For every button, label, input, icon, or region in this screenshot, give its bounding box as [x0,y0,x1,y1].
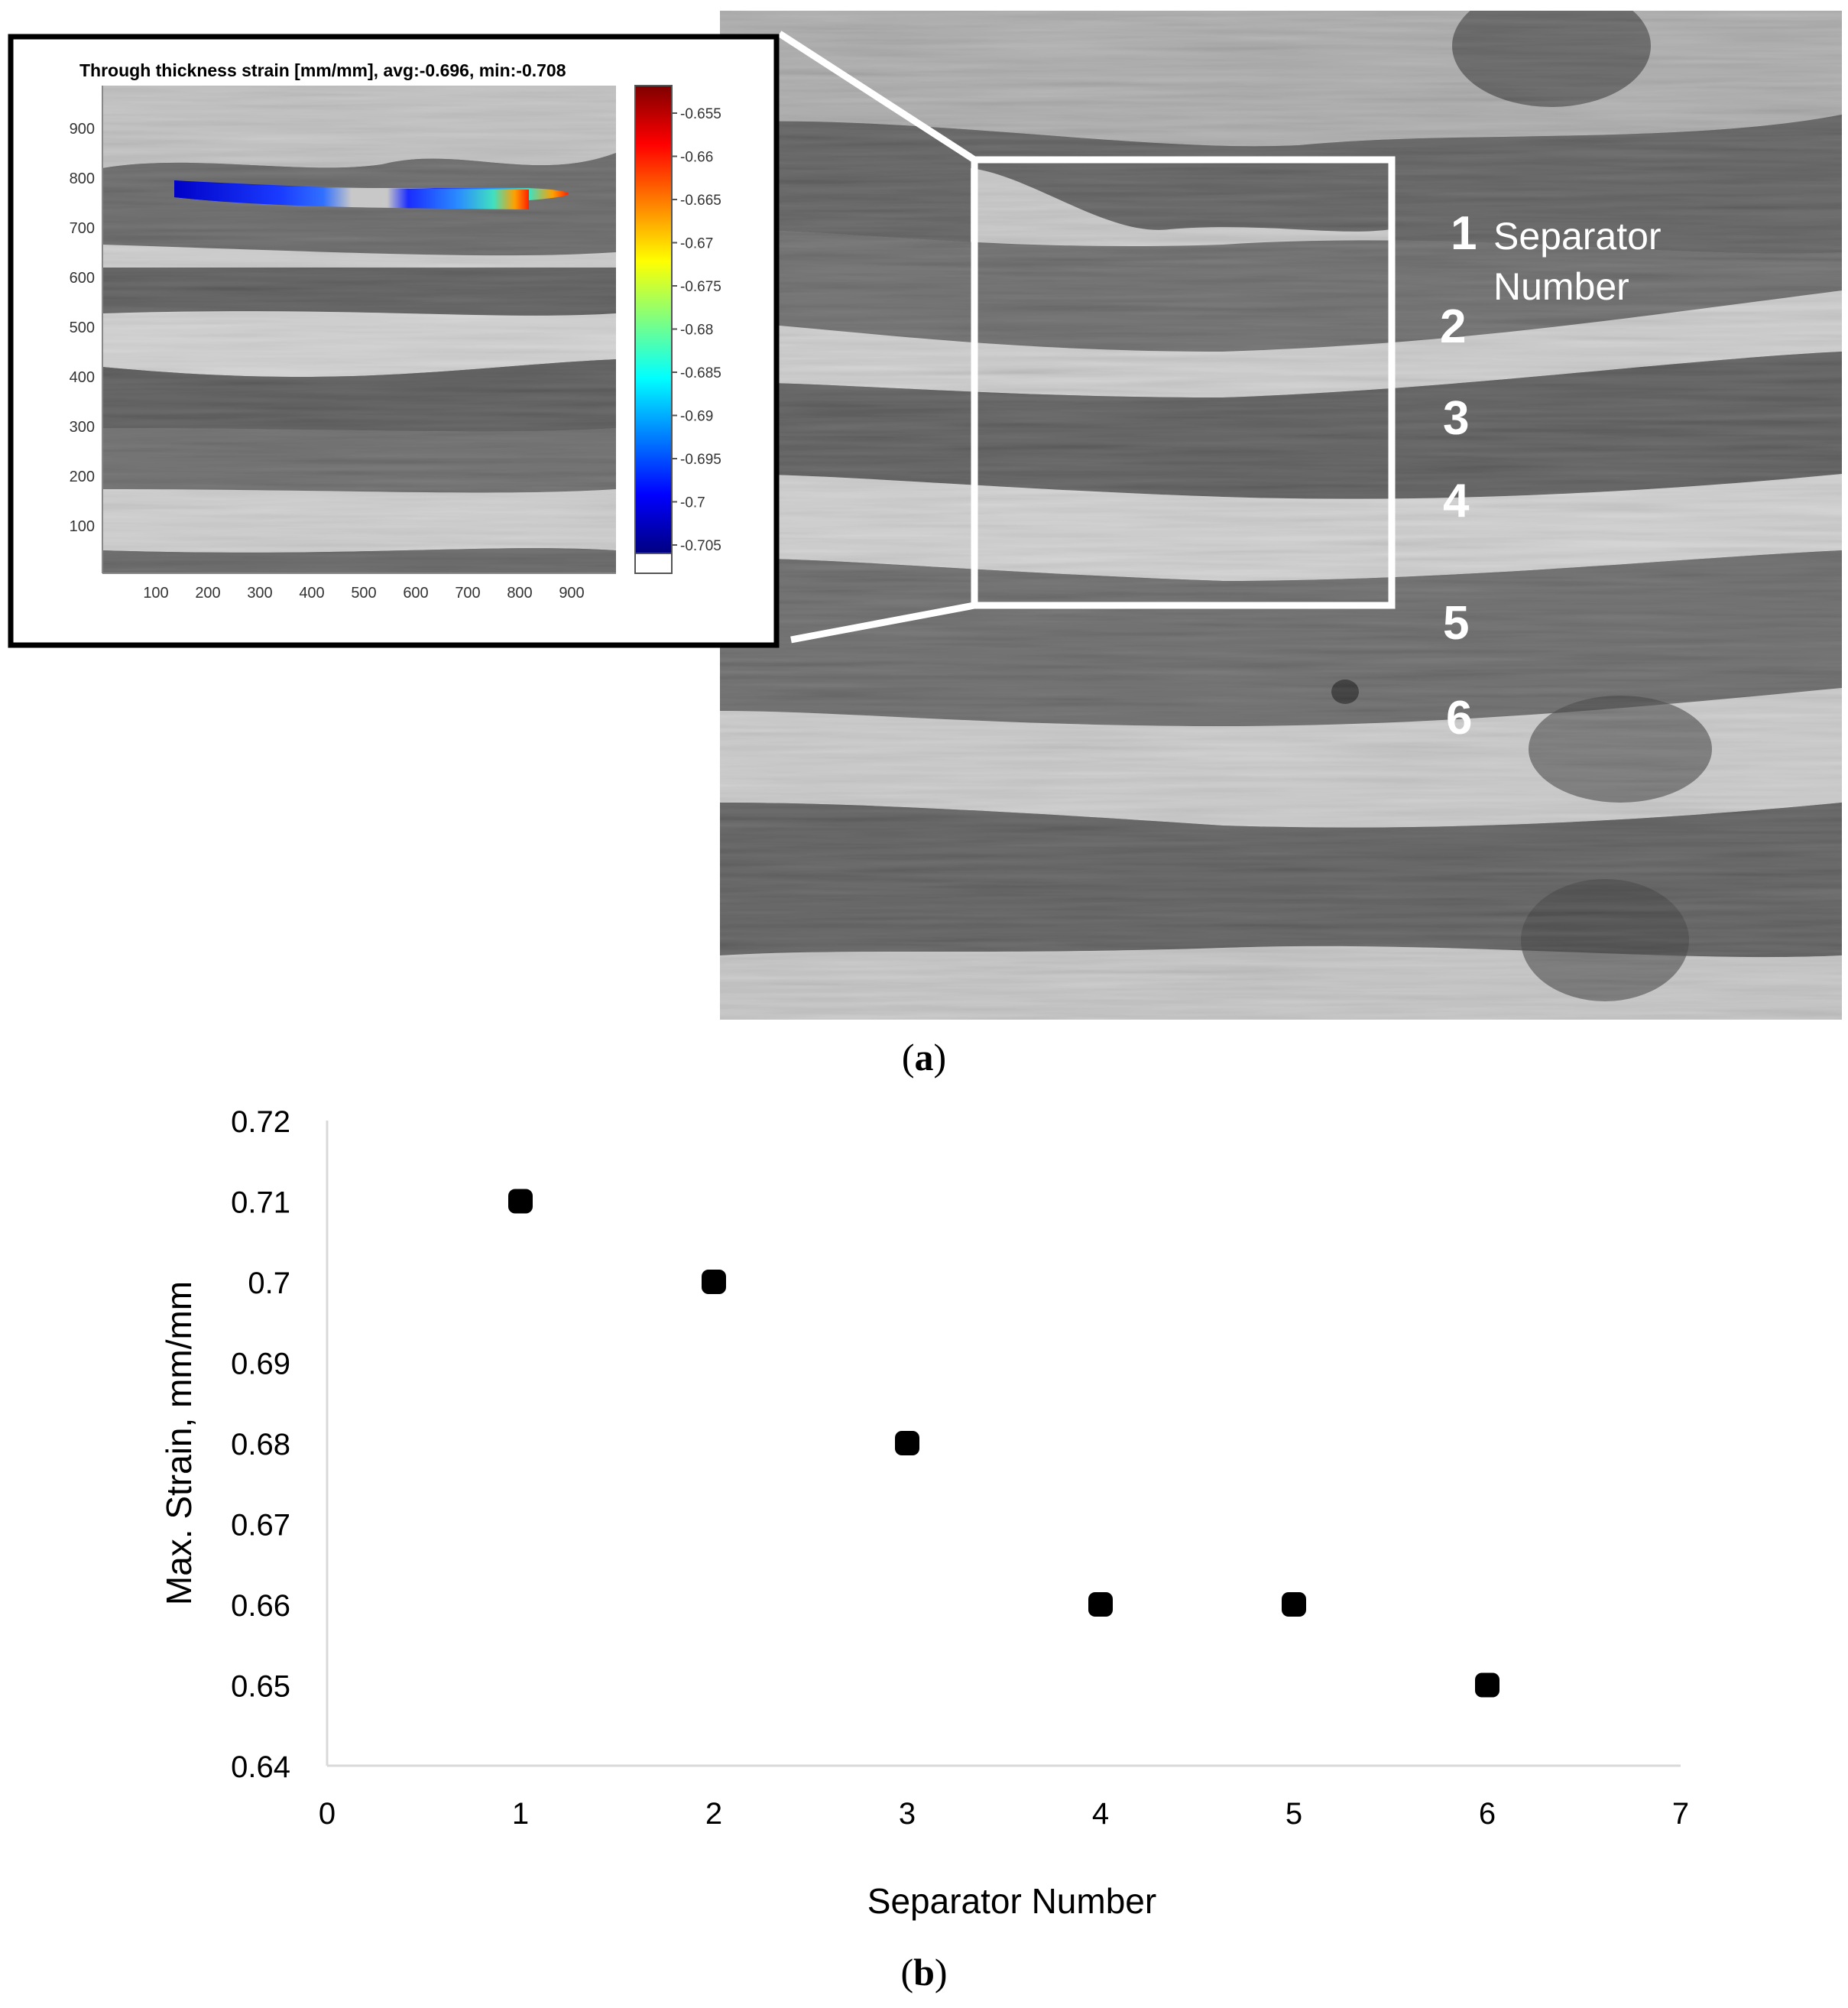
inset-y-tick-label: 300 [70,419,95,436]
data-point [1088,1592,1113,1617]
inset-x-tick-label: 700 [455,585,480,602]
scatter-chart: 0.64 0.65 0.66 0.67 0.68 0.69 0.7 0.71 0.72 0 1 2 3… [159,1105,1689,1921]
inset-title: Through thickness strain [mm/mm], avg:-0… [79,60,566,80]
x-tick-label: 6 [1479,1797,1496,1831]
inset-x-tick-label: 800 [507,585,532,602]
inset-y-tick-label: 100 [70,518,95,535]
inset-colorbar-tick-label: -0.7 [680,495,705,511]
inset-colorbar-tick-label: -0.68 [680,323,713,339]
data-point [508,1189,533,1214]
x-tick-label: 1 [512,1797,529,1831]
inset-y-tick-label: 200 [70,469,95,485]
inset-x-tick-label: 600 [403,585,428,602]
separator-label-2: 2 [1440,300,1466,353]
y-tick-label: 0.67 [231,1509,290,1542]
inset-colorbar-tick-label: -0.67 [680,236,713,252]
data-point [702,1270,726,1294]
y-tick-label: 0.65 [231,1670,290,1704]
separator-label-5: 5 [1443,597,1469,650]
y-axis-label: Max. Strain, mm/mm [159,1281,199,1605]
inset-y-tick-label: 900 [70,121,95,138]
panel-b-caption: (b) [900,1951,947,1993]
data-point [1475,1672,1499,1698]
inset-y-tick-label: 700 [70,220,95,237]
inset-x-tick-label: 400 [299,585,324,602]
inset-x-tick-label: 300 [247,585,272,602]
y-axis-ticks: 0.64 0.65 0.66 0.67 0.68 0.69 0.7 0.71 0.72 [231,1105,290,1784]
strain-map-inset: Through thickness strain [mm/mm], avg:-0… [8,34,780,648]
inset-colorbar-tick-label: -0.705 [680,538,721,554]
inset-y-tick-label: 800 [70,170,95,187]
separator-number-caption-line1: Separator [1493,215,1662,258]
inset-colorbar-tick-label: -0.69 [680,409,713,425]
separator-labels: 1 2 3 4 5 6 [1440,207,1477,744]
x-axis-ticks: 0 1 2 3 4 5 6 7 [319,1797,1689,1831]
separator-label-1: 1 [1451,207,1477,260]
inset-y-tick-label: 500 [70,320,95,336]
zoom-connector-bottom [790,602,975,644]
x-tick-label: 2 [705,1797,722,1831]
y-tick-label: 0.72 [231,1105,290,1139]
inset-y-ticks: 900 800 700 600 500 400 300 200 100 [70,121,95,535]
inset-colorbar-ticks: -0.655 -0.66 -0.665 -0.67 -0.675 -0.68 -0.685 -… [672,106,721,554]
inset-micrograph [102,86,616,573]
separator-label-6: 6 [1446,692,1472,744]
inset-colorbar-nan-swatch [634,553,673,574]
x-axis-label: Separator Number [867,1881,1156,1921]
x-tick-label: 5 [1285,1797,1302,1831]
inset-y-tick-label: 400 [70,369,95,386]
y-tick-label: 0.64 [231,1750,290,1784]
zoom-region-box [971,156,1396,609]
inset-x-tick-label: 900 [559,585,584,602]
separator-label-3: 3 [1443,392,1469,445]
inset-colorbar-tick-label: -0.675 [680,279,721,295]
separator-label-4: 4 [1443,475,1470,527]
x-tick-label: 4 [1092,1797,1109,1831]
panel-a-caption: (a) [902,1036,946,1079]
inset-colorbar-tick-label: -0.655 [680,106,721,122]
inset-x-ticks: 100 200 300 400 500 600 700 800 900 [143,585,584,602]
separator-number-caption-line2: Number [1493,265,1629,308]
inset-x-tick-label: 100 [143,585,168,602]
y-tick-label: 0.68 [231,1428,290,1461]
inset-y-tick-label: 600 [70,270,95,287]
data-points [508,1189,1499,1698]
x-tick-label: 0 [319,1797,336,1831]
y-tick-label: 0.66 [231,1589,290,1623]
inset-x-tick-label: 500 [351,585,376,602]
y-tick-label: 0.7 [248,1267,290,1300]
x-tick-label: 3 [899,1797,916,1831]
inset-colorbar-tick-label: -0.685 [680,365,721,381]
inset-colorbar-tick-label: -0.66 [680,150,713,166]
inset-colorbar-tick-label: -0.695 [680,452,721,468]
zoom-connector-top [777,31,977,163]
data-point [895,1431,919,1455]
x-tick-label: 7 [1672,1797,1689,1831]
inset-colorbar [634,85,673,554]
y-tick-label: 0.71 [231,1186,290,1220]
data-point [1282,1592,1306,1617]
inset-colorbar-tick-label: -0.665 [680,193,721,209]
y-tick-label: 0.69 [231,1348,290,1381]
micrograph-image [720,11,1842,1020]
inset-x-tick-label: 200 [195,585,220,602]
